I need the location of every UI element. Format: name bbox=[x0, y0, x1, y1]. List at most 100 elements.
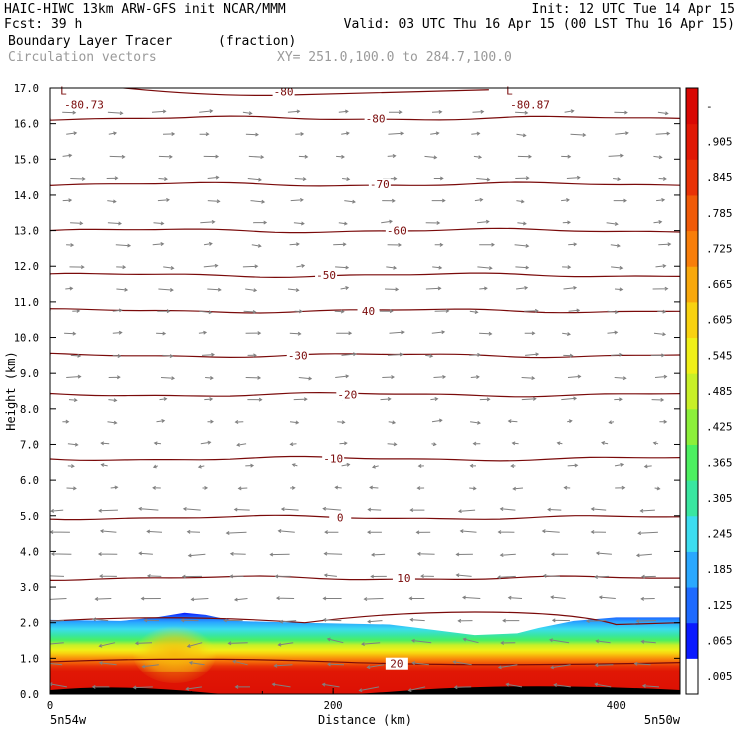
circulation-vector bbox=[417, 463, 424, 468]
contour-label-bg bbox=[286, 349, 309, 362]
contour-label: -10 bbox=[323, 453, 343, 466]
y-tick-label: 16.0 bbox=[14, 119, 39, 131]
colorbar-label: .125 bbox=[706, 599, 733, 612]
circulation-vector bbox=[595, 551, 612, 556]
y-tick-label: 11.0 bbox=[14, 297, 39, 309]
circulation-vector bbox=[512, 486, 524, 491]
circulation-vector bbox=[207, 175, 220, 180]
circulation-vector bbox=[471, 131, 481, 136]
circulation-vector bbox=[507, 419, 518, 424]
circulation-vector bbox=[234, 419, 244, 424]
circulation-vector bbox=[344, 199, 356, 204]
y-tick-label: 15.0 bbox=[14, 154, 39, 166]
circulation-vector bbox=[358, 686, 380, 693]
circulation-vector bbox=[361, 642, 381, 647]
circulation-vector bbox=[341, 462, 351, 467]
contour-label-bg bbox=[315, 269, 338, 282]
contour-label-bg bbox=[272, 85, 295, 98]
circulation-vector bbox=[432, 265, 443, 270]
circulation-vector bbox=[371, 552, 386, 557]
circulation-vector bbox=[70, 176, 86, 181]
circulation-vector bbox=[97, 552, 118, 557]
circulation-vector bbox=[107, 420, 118, 425]
circulation-vector bbox=[98, 508, 118, 513]
circulation-vector bbox=[567, 374, 582, 379]
field-units: (fraction) bbox=[218, 34, 297, 49]
circulation-vector bbox=[514, 243, 530, 248]
circulation-vector bbox=[181, 574, 203, 579]
circulation-vector bbox=[289, 442, 297, 447]
y-tick-label: 0.0 bbox=[20, 689, 39, 701]
contour-label-bg bbox=[385, 657, 408, 670]
circulation-vector bbox=[62, 110, 77, 115]
contour-label-bg bbox=[357, 304, 380, 317]
temperature-contour bbox=[50, 391, 680, 398]
colorbar-label: .425 bbox=[706, 421, 733, 434]
circulation-vector bbox=[363, 597, 384, 602]
colorbar-label: .245 bbox=[706, 528, 733, 541]
circulation-vector bbox=[335, 265, 350, 270]
circulation-vector bbox=[550, 595, 566, 600]
circulation-vector bbox=[433, 176, 444, 181]
circulation-vector bbox=[379, 309, 394, 314]
circulation-vector bbox=[462, 595, 481, 600]
circulation-vector bbox=[469, 310, 479, 314]
circulation-vector bbox=[200, 440, 212, 445]
circulation-vector bbox=[388, 131, 405, 136]
circulation-vector bbox=[322, 506, 341, 511]
y-tick-label: 8.0 bbox=[20, 404, 39, 416]
minimum-marker: L bbox=[60, 84, 67, 97]
circulation-vector bbox=[425, 286, 442, 291]
y-tick-label: 13.0 bbox=[14, 226, 39, 238]
circulation-vector bbox=[615, 485, 626, 490]
circulation-vector bbox=[289, 420, 300, 425]
circulation-vector bbox=[291, 463, 298, 467]
circulation-vector bbox=[497, 664, 518, 670]
circulation-vector bbox=[290, 485, 296, 490]
circulation-vector bbox=[567, 419, 573, 424]
contour-label: -20 bbox=[337, 389, 357, 402]
circulation-vector bbox=[431, 418, 443, 423]
circulation-vector bbox=[516, 285, 529, 290]
colorbar-segment bbox=[686, 266, 698, 303]
circulation-vector bbox=[247, 177, 262, 182]
y-tick-label: 10.0 bbox=[14, 333, 39, 345]
circulation-vector bbox=[138, 506, 159, 511]
circulation-vector bbox=[470, 420, 481, 425]
y-tick-label: 9.0 bbox=[20, 368, 39, 380]
circulation-vector bbox=[635, 553, 652, 558]
circulation-vector bbox=[190, 597, 209, 602]
circulation-vector bbox=[388, 110, 403, 115]
circulation-vector bbox=[499, 507, 516, 511]
circulation-vector bbox=[409, 617, 425, 622]
circulation-vector bbox=[606, 221, 619, 226]
circulation-vector bbox=[153, 441, 162, 446]
circulation-vector bbox=[243, 309, 257, 314]
circulation-vector bbox=[476, 177, 491, 182]
circulation-vector bbox=[152, 464, 158, 469]
circulation-vector bbox=[162, 354, 174, 359]
colorbar-label: .605 bbox=[706, 314, 733, 327]
circulation-vector bbox=[371, 464, 379, 469]
circulation-vector bbox=[424, 155, 438, 160]
circulation-vector bbox=[338, 109, 349, 114]
circulation-vector bbox=[66, 243, 75, 248]
circulation-vector bbox=[521, 376, 536, 381]
circulation-vector bbox=[431, 330, 446, 335]
circulation-vector bbox=[434, 308, 450, 313]
circulation-vector bbox=[293, 221, 305, 226]
circulation-vector bbox=[613, 198, 627, 203]
x-start-label: 5n54w bbox=[50, 713, 87, 727]
circulation-vector bbox=[98, 642, 116, 648]
circulation-vector bbox=[340, 286, 350, 290]
circulation-vector bbox=[369, 485, 379, 490]
circulation-vector bbox=[245, 288, 258, 293]
circulation-vector bbox=[387, 242, 402, 247]
circulation-vector bbox=[141, 664, 159, 669]
contour-label: 10 bbox=[397, 572, 410, 585]
circulation-vector bbox=[287, 288, 300, 293]
circulation-vector bbox=[651, 397, 665, 402]
circulation-vector bbox=[515, 176, 530, 181]
temperature-contour bbox=[50, 115, 680, 121]
circulation-vector bbox=[387, 442, 398, 447]
